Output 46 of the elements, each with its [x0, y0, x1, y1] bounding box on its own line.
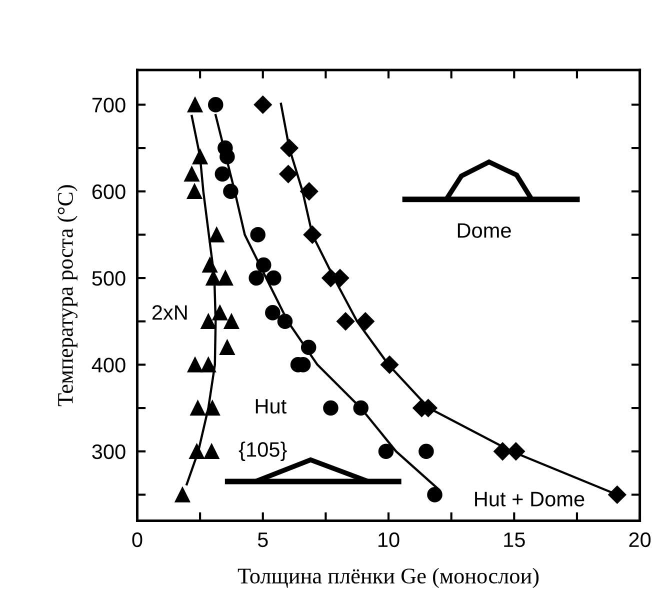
- point: [265, 305, 280, 320]
- y-tick-label: 600: [92, 184, 126, 200]
- point: [212, 305, 228, 320]
- x-tick-label: 15: [504, 532, 525, 548]
- y-tick-label: 400: [92, 358, 126, 372]
- point: [224, 314, 240, 330]
- point: [220, 340, 235, 356]
- y-tick-label: 700: [92, 98, 126, 112]
- annotation: 2xN: [152, 305, 187, 320]
- annotation: Hut + Dome: [475, 492, 584, 506]
- point: [300, 182, 318, 200]
- point: [200, 357, 216, 372]
- point: [184, 166, 200, 182]
- x-tick-label: 0: [132, 532, 142, 548]
- point: [254, 96, 272, 114]
- point: [248, 270, 264, 286]
- point: [204, 444, 220, 459]
- point: [250, 227, 266, 242]
- point: [356, 312, 374, 330]
- point: [214, 166, 230, 182]
- point: [427, 487, 442, 502]
- point: [218, 270, 234, 286]
- x-tick-label: 10: [378, 532, 400, 548]
- point: [187, 357, 203, 372]
- y-tick-label: 300: [92, 444, 126, 460]
- point: [266, 270, 282, 286]
- point: [187, 97, 203, 112]
- point: [209, 227, 224, 242]
- annotation: Hut: [256, 399, 286, 414]
- y-tick-label: 500: [92, 271, 126, 286]
- point: [186, 184, 202, 200]
- x-tick-label: 20: [629, 532, 651, 548]
- point: [200, 314, 216, 330]
- point: [208, 97, 224, 112]
- point: [336, 312, 355, 330]
- point: [190, 400, 206, 416]
- point: [378, 444, 394, 459]
- y-axis-title: Температура роста (°C): [57, 185, 78, 406]
- annotation: Dome: [458, 223, 511, 238]
- point: [279, 164, 298, 184]
- x-tick-label: 5: [258, 532, 268, 548]
- point: [174, 487, 190, 502]
- point: [418, 444, 434, 459]
- annotation: {105}: [238, 442, 287, 462]
- x-axis-title: Толщина плёнки Ge (монослои): [238, 568, 539, 588]
- point: [323, 400, 338, 416]
